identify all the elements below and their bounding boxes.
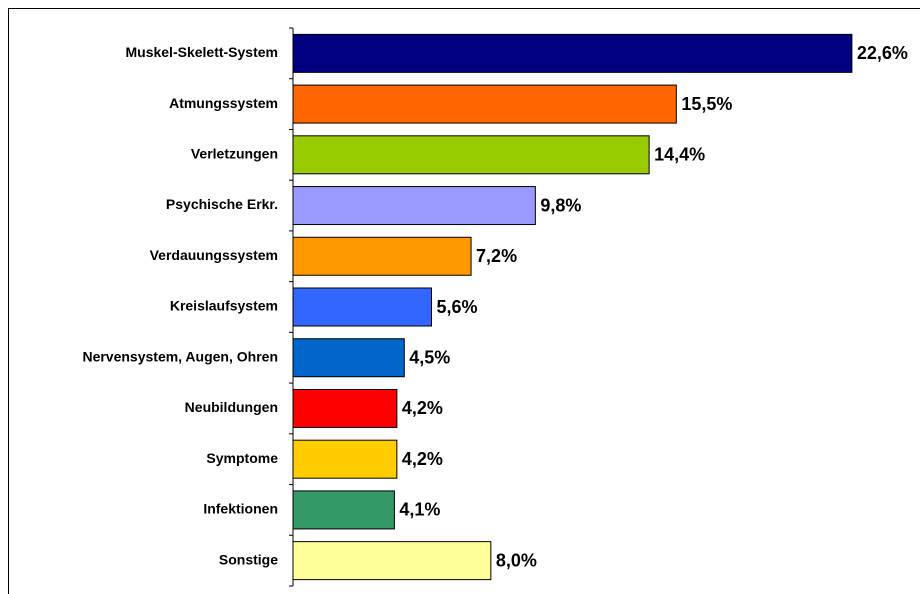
- value-label: 4,2%: [402, 449, 443, 469]
- category-label: Verdauungssystem: [150, 247, 278, 263]
- bar: [292, 236, 472, 276]
- category-label: Kreislaufsystem: [170, 298, 278, 314]
- category-label: Neubildungen: [185, 399, 278, 415]
- bar: [292, 135, 650, 175]
- value-label: 4,1%: [399, 500, 440, 520]
- value-label: 22,6%: [857, 43, 908, 63]
- value-label: 4,5%: [409, 347, 450, 367]
- bar: [292, 287, 432, 327]
- category-label: Verletzungen: [191, 146, 278, 162]
- bar: [292, 439, 398, 479]
- category-label: Nervensystem, Augen, Ohren: [82, 348, 278, 364]
- value-label: 8,0%: [496, 550, 537, 570]
- bar: [292, 186, 536, 226]
- value-label: 5,6%: [436, 297, 477, 317]
- value-label: 4,2%: [402, 398, 443, 418]
- category-label: Muskel-Skelett-System: [125, 44, 278, 60]
- bar: [292, 388, 398, 428]
- bar: [292, 541, 492, 581]
- bar: [292, 33, 853, 73]
- bar: [292, 490, 395, 530]
- bar: [292, 84, 677, 124]
- category-label: Atmungssystem: [169, 95, 278, 111]
- frame: [8, 8, 920, 594]
- value-label: 15,5%: [681, 94, 732, 114]
- category-label: Infektionen: [203, 501, 278, 517]
- category-label: Symptome: [206, 450, 278, 466]
- bar: [292, 338, 405, 378]
- value-label: 14,4%: [654, 145, 705, 165]
- category-label: Sonstige: [219, 551, 278, 567]
- value-label: 9,8%: [540, 195, 581, 215]
- value-label: 7,2%: [476, 246, 517, 266]
- category-label: Psychische Erkr.: [166, 196, 278, 212]
